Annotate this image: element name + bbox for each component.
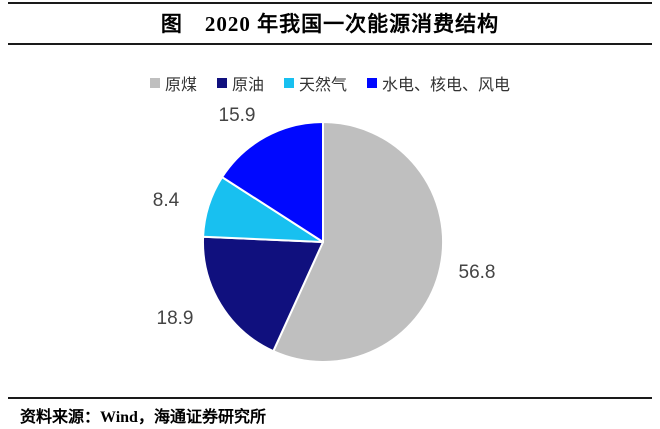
- pie-value-label-原煤: 56.8: [458, 262, 496, 283]
- legend-item-原煤: 原煤: [149, 71, 197, 95]
- top-rule: [8, 2, 652, 4]
- legend-item-原油: 原油: [216, 71, 264, 95]
- legend-swatch-icon: [149, 78, 160, 88]
- pie-slice-原煤: [272, 121, 445, 363]
- legend-item-天然气: 天然气: [284, 71, 347, 95]
- bottom-rule: [8, 397, 652, 399]
- pie-value-label-水电、核电、风电: 15.9: [218, 105, 256, 126]
- legend-swatch-icon: [367, 78, 378, 88]
- pie-slice-水电、核电、风电: [221, 121, 324, 243]
- chart-legend: 原煤 原油 天然气 水电、核电、风电: [0, 71, 660, 95]
- legend-swatch-icon: [216, 78, 227, 88]
- legend-label: 天然气: [299, 77, 348, 94]
- legend-label: 原油: [231, 77, 264, 94]
- title-underline-rule: [8, 43, 652, 45]
- legend-label: 水电、核电、风电: [382, 77, 511, 94]
- source-note: 资料来源：Wind，海通证券研究所: [20, 409, 266, 426]
- pie-value-label-天然气: 8.4: [152, 190, 180, 211]
- pie-value-label-原油: 18.9: [156, 308, 194, 329]
- pie-slice-原油: [202, 235, 324, 353]
- legend-item-水电、核电、风电: 水电、核电、风电: [367, 71, 510, 95]
- legend-label: 原煤: [164, 77, 197, 94]
- legend-swatch-icon: [284, 78, 294, 88]
- figure-title: 图 2020 年我国一次能源消费结构: [160, 12, 500, 36]
